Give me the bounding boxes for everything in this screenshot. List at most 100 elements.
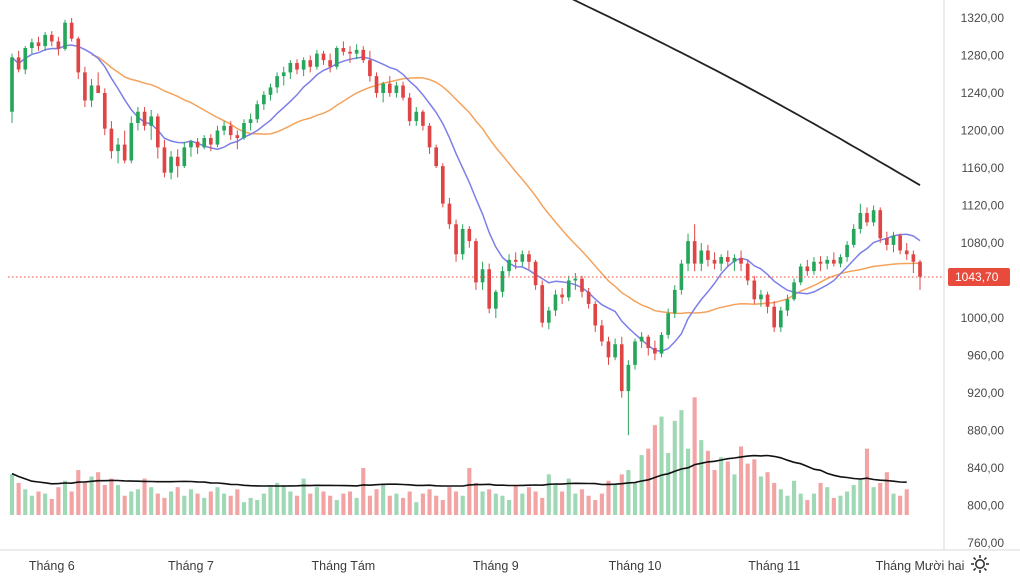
volume-bar	[526, 487, 532, 515]
candle-body	[195, 141, 200, 148]
volume-bar	[719, 457, 724, 515]
volume-bar	[381, 485, 386, 515]
volume-bar	[845, 491, 850, 515]
candle	[235, 130, 240, 150]
candle-body	[30, 42, 34, 48]
candle	[222, 121, 226, 136]
x-tick-label: Tháng 10	[609, 559, 662, 573]
candle	[851, 224, 856, 248]
candle-body	[361, 49, 366, 61]
volume-bar	[752, 459, 757, 515]
candle	[513, 252, 518, 270]
candle-body	[116, 144, 120, 152]
volume-bar	[169, 491, 174, 515]
candle-body	[321, 53, 326, 61]
candle	[341, 41, 346, 56]
volume-bar	[367, 495, 372, 515]
volume-bar	[738, 446, 744, 515]
candle-body	[745, 263, 750, 281]
volume-bar	[838, 495, 843, 515]
candle-body	[533, 261, 538, 286]
volume-bar	[533, 491, 538, 515]
candle	[540, 280, 545, 328]
candle	[308, 55, 313, 73]
volume-bar	[467, 467, 472, 515]
candle-body	[129, 123, 134, 161]
volume-bar	[43, 493, 48, 515]
candle	[653, 340, 657, 361]
volume-bar	[275, 482, 280, 515]
candle-body	[725, 257, 730, 262]
candle-body	[447, 203, 452, 225]
candle-body	[494, 291, 498, 309]
candle	[328, 53, 332, 73]
volume-bar	[341, 493, 346, 515]
volume-bar	[480, 491, 485, 515]
volume-bar	[162, 497, 167, 515]
candle-body	[480, 269, 485, 283]
candle-body	[96, 85, 100, 93]
candle-body	[619, 344, 624, 392]
candle-body	[43, 34, 47, 47]
volume-bar	[62, 480, 68, 515]
candle	[812, 257, 816, 275]
candle	[109, 121, 114, 159]
volume-bar	[29, 495, 34, 515]
volume-bar	[109, 478, 114, 515]
volume-bar	[573, 493, 578, 515]
settings-button[interactable]	[971, 555, 989, 573]
candle	[447, 198, 452, 229]
volume-bar	[281, 485, 286, 515]
candle	[89, 78, 94, 108]
candle	[281, 66, 286, 86]
candle	[255, 100, 260, 123]
candle-body	[368, 60, 372, 77]
candle-body	[666, 313, 670, 335]
candle	[480, 261, 485, 290]
candle-body	[798, 266, 803, 283]
volume-bar	[149, 487, 154, 515]
last-price-label: 1043,70	[955, 270, 999, 284]
candle	[712, 252, 717, 270]
y-tick-label: 840,00	[967, 461, 1004, 475]
candle	[407, 93, 412, 126]
candle	[56, 36, 61, 56]
candle	[10, 53, 14, 123]
candle-body	[49, 34, 54, 42]
candle	[275, 72, 279, 93]
candle-body	[255, 104, 260, 120]
candle	[76, 36, 81, 79]
candle	[30, 38, 34, 54]
candle-body	[560, 294, 564, 298]
candle-body	[487, 269, 492, 309]
candle-body	[215, 130, 220, 145]
candle	[798, 263, 803, 286]
candle	[606, 336, 611, 365]
candle-body	[692, 241, 697, 264]
candle	[699, 243, 704, 272]
volume-bar	[672, 420, 677, 515]
volume-bar	[188, 489, 194, 515]
candle-body	[394, 85, 399, 93]
candle-body	[341, 48, 346, 52]
volume-bar	[553, 485, 558, 515]
candle-body	[646, 336, 651, 348]
candle	[805, 259, 810, 276]
y-tick-label: 880,00	[967, 424, 1004, 438]
candle	[911, 250, 916, 273]
volume-bar	[639, 455, 644, 515]
volume-bar	[805, 500, 810, 515]
candle-body	[500, 271, 505, 292]
volume-bar	[314, 487, 319, 515]
candle-body	[818, 261, 823, 264]
candle	[818, 256, 823, 272]
candle	[871, 205, 876, 227]
volume-bar	[175, 487, 180, 515]
volume-bar	[387, 495, 392, 515]
volume-bar	[427, 489, 432, 515]
volume-bar	[129, 491, 134, 515]
candle	[725, 250, 730, 267]
volume-bar	[851, 485, 856, 515]
candle	[467, 226, 472, 248]
